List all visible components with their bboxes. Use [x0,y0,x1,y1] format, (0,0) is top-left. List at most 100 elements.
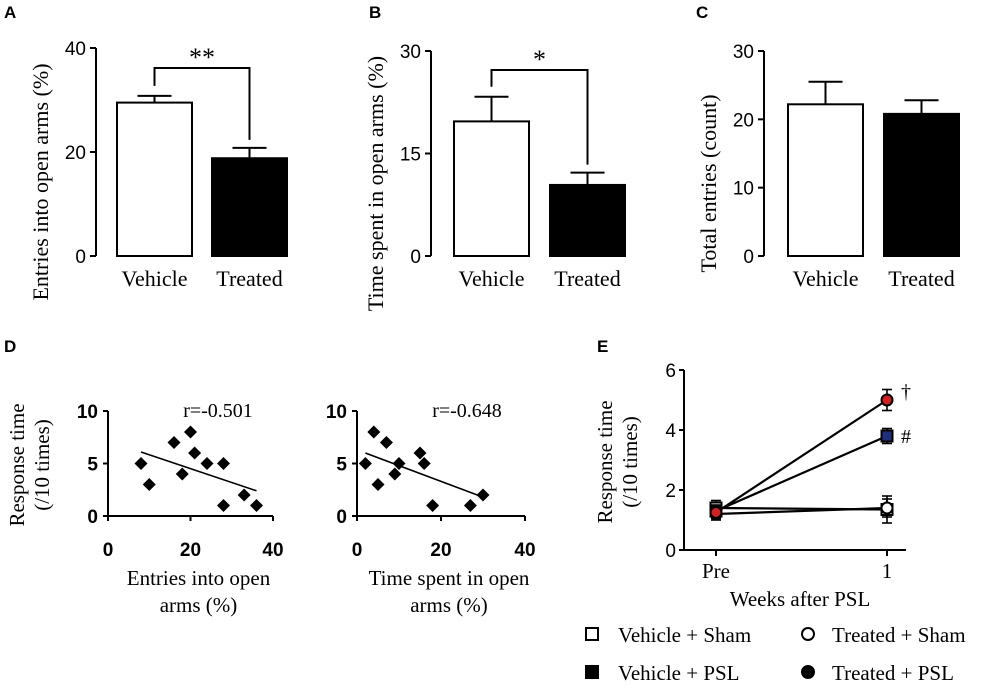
x-axis-label: arms (%) [160,593,238,617]
data-point [188,446,202,460]
data-point [250,499,263,512]
x-tick-label: 40 [514,540,535,561]
y-tick-label: 10 [77,402,98,423]
y-tick-label: 4 [665,421,676,442]
significance-marker: † [901,381,911,403]
data-point [142,478,156,491]
significance-bracket [153,67,251,140]
data-point [413,446,427,460]
correlation-annotation: r=-0.648 [432,400,502,422]
legend-label: Treated + Sham [832,623,966,647]
data-point [217,457,230,470]
data-point [371,478,385,491]
y-axis-label: Time spent in open arms (%) [363,56,388,311]
y-tick-label: 40 [65,39,86,60]
x-axis-label: Entries into open [127,566,271,590]
data-point [167,436,181,449]
data-point [184,425,197,439]
data-point [388,467,402,481]
data-point [379,436,393,449]
panel-label: A [4,3,16,22]
significance-marker: ** [189,43,215,72]
bar-vehicle [453,120,530,257]
y-tick-label: 30 [733,42,754,63]
x-axis-label: Weeks after PSL [730,587,871,611]
legend-marker [585,627,599,641]
panel-d-left: D Response time (/10 times) 0 5 10 0 20 40 r=-0.5… [4,337,284,617]
category-label: Treated [216,266,282,291]
y-tick-label: 20 [733,110,754,131]
data-point [880,501,894,515]
data-point [237,488,251,502]
x-tick-label: 20 [430,540,451,561]
panel-d-right: 0 5 10 0 20 40 r=-0.648 Time spent in open arms … [326,400,536,617]
bar-vehicle [787,103,864,257]
x-tick-label: 40 [262,540,283,561]
data-point [358,457,372,470]
x-tick-label: 0 [352,540,363,561]
legend-label: Vehicle + Sham [618,623,751,647]
data-point [217,499,230,512]
y-axis-label: Total entries (count) [696,94,721,272]
category-label: Vehicle [793,266,859,291]
y-tick-label: 0 [410,247,421,268]
y-tick-label: 0 [665,541,676,562]
panel-a: A 0 20 40 Entries into open arms (%) Vehicle T… [4,3,288,301]
y-axis-label: (/10 times) [30,419,54,511]
y-axis-label: Response time [593,400,617,523]
data-point [880,393,894,407]
category-label: Vehicle [459,266,525,291]
regression-line [365,452,484,498]
y-tick-label: 6 [665,361,676,382]
series-line [715,506,888,516]
y-tick-label: 10 [733,179,754,200]
y-tick-label: 20 [65,143,86,164]
bar-treated [549,183,626,257]
y-axis-label: Entries into open arms (%) [28,63,53,300]
y-tick-label: 10 [326,402,347,423]
panel-label: B [369,3,381,22]
data-point [426,499,440,512]
y-tick-label: 5 [336,455,347,476]
y-tick-label: 0 [743,247,754,268]
legend-label: Treated + PSL [832,661,954,685]
x-tick-label: Pre [702,559,730,583]
legend-marker [801,627,815,641]
legend-marker [585,665,599,679]
data-point [134,457,148,470]
bar-treated [883,112,960,257]
y-tick-label: 15 [400,145,421,166]
y-tick-label: 0 [336,507,347,528]
significance-marker: # [901,426,911,448]
panel-label: C [696,3,708,22]
legend-marker [801,665,815,679]
bar-vehicle [116,101,193,257]
significance-bracket [490,69,589,165]
data-point [463,499,477,512]
bar-treated [211,157,288,258]
panel-b: B 0 15 30 Time spent in open arms (%) Vehicle… [363,3,626,311]
y-axis-label: Response time [5,403,29,526]
axes [356,411,525,517]
panel-label: D [4,337,16,356]
category-label: Vehicle [122,266,188,291]
legend-label: Vehicle + PSL [618,661,740,685]
panel-e: E 0 2 4 6 Pre 1 Weeks after PSL Response time (/1… [585,337,966,685]
y-tick-label: 0 [87,507,98,528]
data-point [417,457,431,470]
data-point [200,457,214,470]
y-tick-label: 5 [87,455,98,476]
y-tick-label: 30 [400,42,421,63]
panel-c: C 0 10 20 30 Total entries (count) Vehicle Trea… [696,3,960,291]
y-tick-label: 2 [665,481,676,502]
series-line [715,434,888,513]
data-point [175,467,189,481]
y-tick-label: 0 [75,247,86,268]
regression-line [140,451,257,492]
series-line [715,399,888,514]
correlation-annotation: r=-0.501 [183,400,253,422]
x-axis-label: Time spent in open [369,566,530,590]
x-tick-label: 1 [882,559,893,583]
x-tick-label: 20 [180,540,201,561]
